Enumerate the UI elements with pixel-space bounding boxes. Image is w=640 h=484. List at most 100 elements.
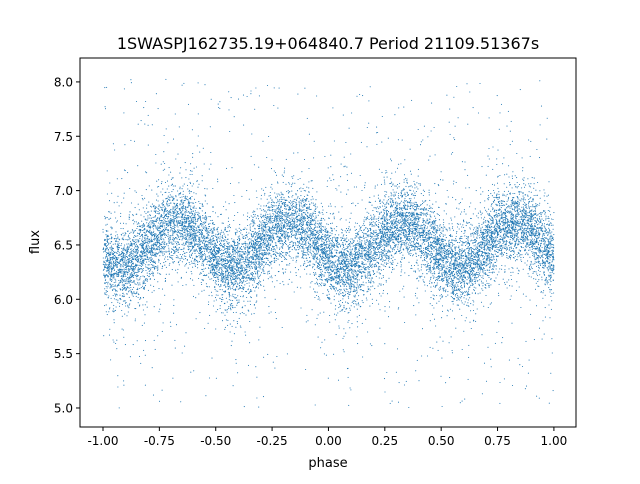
data-point: [313, 228, 315, 230]
data-point: [119, 294, 121, 296]
data-point: [139, 267, 141, 270]
data-point: [172, 218, 174, 220]
data-point: [293, 291, 295, 293]
data-point: [454, 240, 456, 242]
data-point: [288, 207, 290, 209]
data-point: [114, 284, 116, 286]
data-point: [440, 232, 442, 234]
data-point: [539, 251, 541, 253]
data-point: [173, 261, 175, 263]
data-point: [534, 242, 536, 244]
data-point: [224, 328, 226, 330]
data-point: [499, 222, 501, 224]
data-point: [459, 308, 461, 310]
data-point: [286, 191, 288, 193]
data-point: [403, 212, 405, 214]
data-point: [284, 242, 287, 245]
data-point: [258, 223, 260, 225]
data-point: [492, 243, 495, 245]
data-point: [291, 219, 294, 221]
data-point: [374, 215, 376, 217]
data-point: [406, 202, 408, 204]
data-points: [102, 78, 555, 409]
data-point: [185, 195, 187, 197]
data-point: [502, 205, 504, 207]
data-point: [356, 279, 358, 281]
data-point: [410, 267, 412, 270]
data-point: [385, 259, 387, 261]
data-point: [365, 241, 367, 243]
data-point: [269, 194, 271, 197]
data-point: [374, 250, 376, 252]
data-point: [118, 305, 121, 307]
data-point: [249, 303, 252, 306]
data-point: [161, 215, 163, 217]
data-point: [307, 241, 309, 243]
data-point: [144, 304, 146, 306]
data-point: [436, 251, 438, 253]
data-point: [232, 306, 234, 308]
data-point: [322, 233, 324, 235]
data-point: [115, 306, 117, 308]
data-point: [358, 304, 360, 306]
data-point: [225, 276, 227, 278]
data-point: [291, 184, 293, 186]
data-point: [151, 266, 153, 269]
data-point: [332, 174, 334, 176]
data-point: [370, 247, 373, 249]
data-point: [441, 305, 444, 307]
data-point: [131, 229, 133, 231]
data-point: [416, 239, 419, 242]
data-point: [517, 256, 519, 258]
data-point: [119, 297, 122, 300]
data-point: [403, 179, 405, 181]
data-point: [303, 183, 305, 185]
data-point: [191, 253, 193, 255]
data-point: [128, 261, 130, 263]
data-point: [364, 242, 366, 244]
data-point: [291, 207, 293, 209]
data-point: [131, 248, 133, 250]
data-point: [127, 235, 129, 238]
data-point: [320, 256, 322, 258]
data-point: [191, 262, 193, 264]
data-point: [495, 268, 497, 270]
data-point: [355, 300, 357, 303]
data-point: [498, 197, 501, 199]
data-point: [529, 256, 531, 258]
data-point: [157, 268, 159, 270]
data-point: [412, 232, 414, 234]
data-point: [219, 213, 222, 215]
data-point: [388, 277, 390, 279]
data-point: [260, 223, 262, 225]
data-point: [168, 253, 170, 255]
data-point: [412, 227, 414, 229]
data-point: [260, 240, 262, 242]
data-point: [305, 257, 307, 259]
data-point: [229, 253, 231, 255]
data-point: [289, 217, 291, 219]
data-point: [411, 241, 413, 243]
data-point: [354, 282, 356, 284]
data-point: [186, 210, 188, 212]
data-point: [158, 179, 160, 181]
data-point: [384, 196, 386, 198]
data-point: [522, 239, 525, 241]
data-point: [479, 210, 481, 212]
data-point: [154, 216, 156, 218]
data-point: [353, 253, 355, 255]
data-point: [453, 288, 455, 290]
data-point: [483, 273, 485, 275]
data-point: [265, 239, 267, 241]
data-point: [111, 228, 113, 230]
data-point: [200, 230, 202, 233]
data-point: [160, 214, 162, 216]
data-point: [197, 214, 199, 216]
data-point: [306, 273, 308, 275]
data-point: [269, 265, 271, 267]
data-point: [425, 264, 427, 266]
data-point: [182, 218, 184, 220]
data-point: [454, 295, 456, 297]
data-point: [276, 355, 278, 358]
data-point: [469, 267, 471, 269]
